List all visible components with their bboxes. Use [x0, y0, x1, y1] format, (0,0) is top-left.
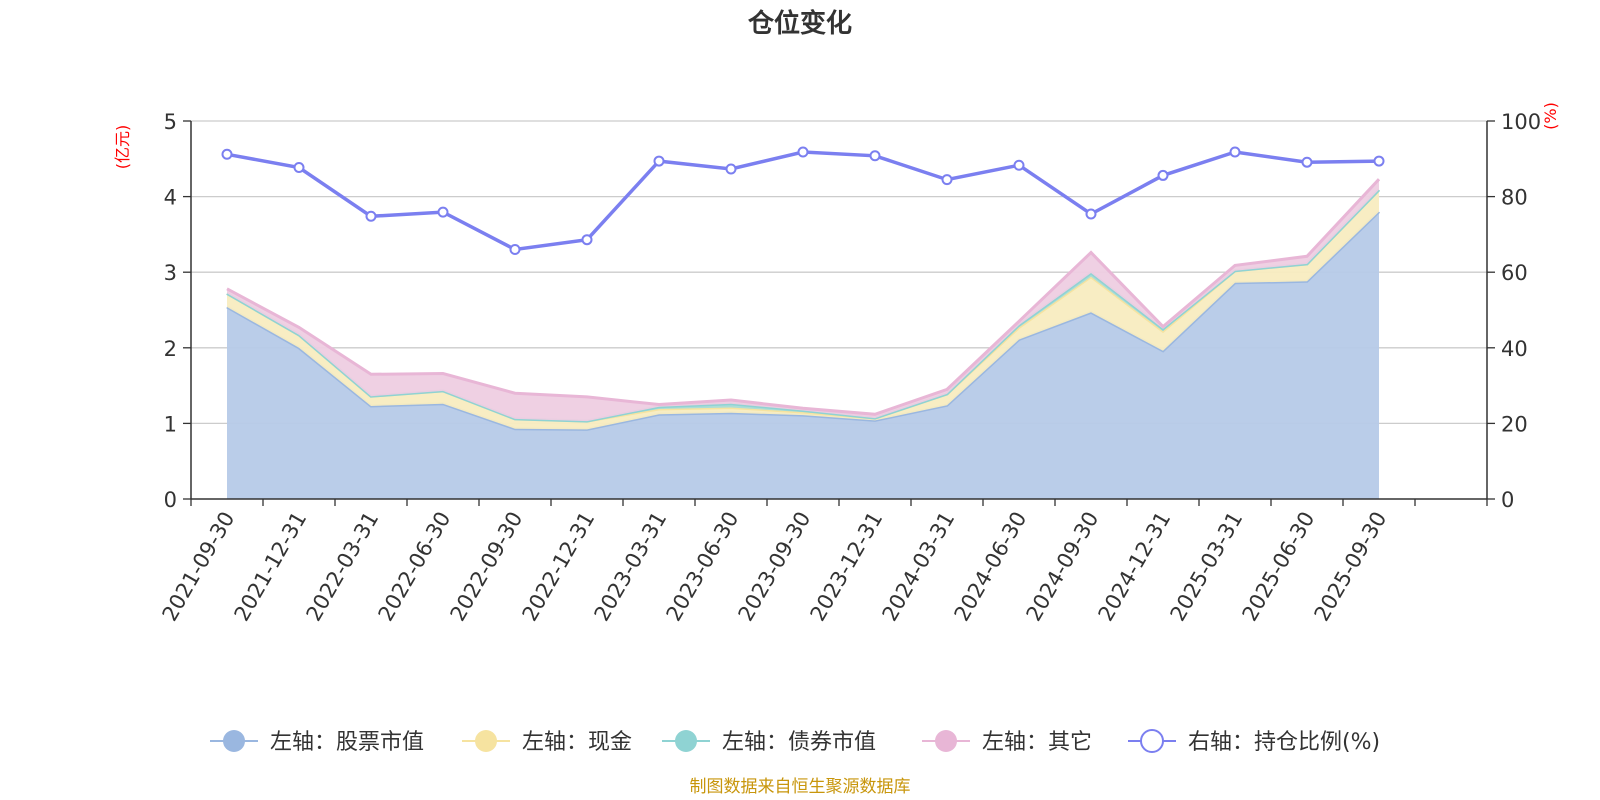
ratio-point	[1085, 208, 1097, 220]
ratio-point	[293, 161, 305, 173]
legend: 左轴：股票市值 左轴：现金 左轴：债券市值 左轴：其它 右轴：持仓比例(%)	[210, 729, 1380, 755]
ratio-point	[1301, 156, 1313, 168]
legend-label: 右轴：持仓比例(%)	[1188, 730, 1380, 755]
legend-marker	[475, 730, 497, 752]
legend-label: 左轴：股票市值	[270, 730, 424, 755]
ratio-point	[509, 244, 521, 256]
ratio-point	[1373, 155, 1385, 167]
ratio-point	[941, 174, 953, 186]
left-axis-unit: (亿元)	[113, 125, 132, 170]
left-axis-tick-label: 3	[164, 261, 177, 285]
legend-label: 左轴：其它	[982, 730, 1092, 755]
legend-marker	[935, 730, 957, 752]
x-axis-tick-label: 2022-12-31	[518, 508, 600, 626]
holding-ratio-line	[221, 146, 1385, 256]
right-axis-tick-label: 20	[1501, 412, 1528, 436]
x-axis-tick-label: 2023-06-30	[662, 508, 744, 626]
ratio-point	[1157, 169, 1169, 181]
left-axis-tick-label: 2	[164, 337, 177, 361]
right-axis-tick-label: 0	[1501, 488, 1514, 512]
x-axis-tick-label: 2022-09-30	[446, 508, 528, 626]
ratio-line-path	[226, 150, 1380, 252]
ratio-point	[221, 148, 233, 160]
x-axis-tick-label: 2022-06-30	[374, 508, 456, 626]
x-axis-tick-label: 2025-03-31	[1166, 508, 1248, 626]
ratio-point	[1013, 159, 1025, 171]
ratio-point	[797, 146, 809, 158]
ratio-point	[365, 210, 377, 222]
ratio-point	[869, 150, 881, 162]
right-axis-tick-label: 40	[1501, 337, 1528, 361]
x-axis-tick-label: 2024-06-30	[950, 508, 1032, 626]
x-axis-tick-label: 2023-03-31	[590, 508, 672, 626]
right-axis-unit: (%)	[1541, 102, 1560, 130]
x-axis-tick-label: 2022-03-31	[302, 508, 384, 626]
x-axis-tick-label: 2023-09-30	[734, 508, 816, 626]
right-axis-tick-label: 100	[1501, 110, 1541, 134]
left-axis-tick-label: 5	[164, 110, 177, 134]
left-axis-tick-label: 1	[164, 412, 177, 436]
x-axis-tick-label: 2021-12-31	[230, 508, 312, 626]
ratio-point	[437, 206, 449, 218]
right-axis-tick-label: 60	[1501, 261, 1528, 285]
x-axis-tick-label: 2024-03-31	[878, 508, 960, 626]
ratio-point	[725, 163, 737, 175]
x-axis-tick-label: 2025-06-30	[1238, 508, 1320, 626]
left-axis-tick-label: 4	[164, 186, 177, 210]
x-axis-tick-label: 2025-09-30	[1310, 508, 1392, 626]
x-axis-tick-label: 2021-09-30	[158, 508, 240, 626]
stacked-areas	[226, 178, 1381, 499]
legend-marker	[1140, 729, 1164, 753]
legend-label: 左轴：现金	[522, 730, 632, 755]
legend-marker	[675, 730, 697, 752]
ratio-point	[581, 234, 593, 246]
legend-marker	[223, 730, 245, 752]
ratio-point	[1229, 146, 1241, 158]
x-axis-tick-label: 2023-12-31	[806, 508, 888, 626]
left-axis-tick-label: 0	[164, 488, 177, 512]
area-edge-左轴：其它	[226, 178, 1381, 416]
area-左轴：股票市值	[227, 211, 1379, 499]
chart-title: 仓位变化	[747, 8, 852, 39]
right-axis-tick-label: 80	[1501, 186, 1528, 210]
legend-label: 左轴：债券市值	[722, 730, 876, 755]
ratio-point	[653, 155, 665, 167]
x-axis-tick-label: 2024-12-31	[1094, 508, 1176, 626]
x-axis-tick-label: 2024-09-30	[1022, 508, 1104, 626]
source-note: 制图数据来自恒生聚源数据库	[690, 777, 911, 797]
